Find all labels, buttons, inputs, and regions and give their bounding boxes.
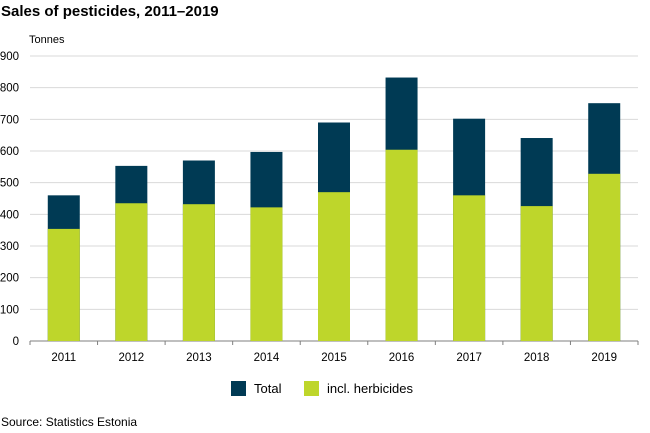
legend: Total incl. herbicides bbox=[231, 381, 413, 396]
y-tick-label: 100 bbox=[0, 304, 19, 316]
bar-herbicides bbox=[182, 204, 215, 341]
x-tick-label: 2013 bbox=[186, 352, 212, 364]
x-tick-label: 2012 bbox=[119, 352, 145, 364]
y-tick-label: 800 bbox=[0, 83, 19, 95]
bar-herbicides bbox=[318, 192, 350, 341]
y-tick-label: 500 bbox=[0, 178, 19, 190]
chart-title: Sales of pesticides, 2011–2019 bbox=[1, 3, 219, 20]
legend-swatch bbox=[304, 381, 319, 396]
bar-herbicides bbox=[453, 195, 486, 341]
bar-herbicides bbox=[47, 228, 80, 341]
x-tick-label: 2018 bbox=[524, 352, 550, 364]
bar-herbicides bbox=[115, 203, 148, 341]
legend-swatch bbox=[231, 381, 246, 396]
y-tick-label: 300 bbox=[0, 241, 19, 253]
y-tick-label: 0 bbox=[13, 336, 19, 348]
legend-label: Total bbox=[254, 381, 282, 396]
x-tick-label: 2015 bbox=[321, 352, 347, 364]
x-axis: 2011 2012 2013 2014 2015 2016 2017 2018 2019 bbox=[29, 341, 639, 364]
bar-herbicides bbox=[385, 149, 418, 341]
y-axis-label: Tonnes bbox=[29, 34, 65, 46]
y-tick-label: 200 bbox=[0, 273, 19, 285]
bar-herbicides bbox=[588, 173, 621, 341]
bar-herbicides bbox=[250, 207, 283, 341]
legend-label: incl. herbicides bbox=[327, 381, 413, 396]
y-tick-label: 900 bbox=[0, 51, 19, 63]
source-note: Source: Statistics Estonia bbox=[1, 415, 138, 429]
y-tick-label: 700 bbox=[0, 114, 19, 126]
x-tick-label: 2019 bbox=[591, 352, 617, 364]
y-tick-label: 600 bbox=[0, 146, 19, 158]
bars bbox=[47, 77, 621, 342]
x-tick-label: 2016 bbox=[389, 352, 415, 364]
bar-herbicides bbox=[520, 206, 553, 341]
y-axis: 0 100 200 300 400 500 600 700 800 900 bbox=[0, 51, 19, 348]
x-tick-label: 2017 bbox=[456, 352, 482, 364]
x-tick-label: 2011 bbox=[51, 352, 76, 364]
x-tick-label: 2014 bbox=[254, 352, 280, 364]
y-tick-label: 400 bbox=[0, 209, 19, 221]
